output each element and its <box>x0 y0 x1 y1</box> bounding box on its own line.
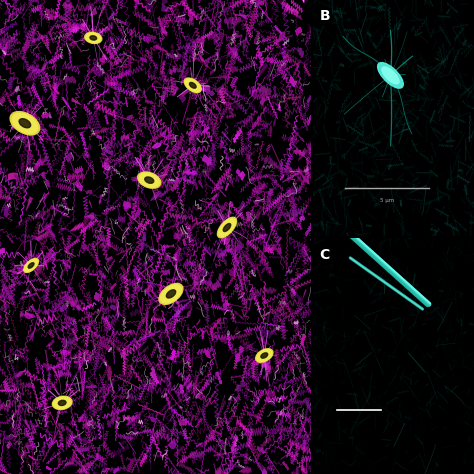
Ellipse shape <box>223 224 231 231</box>
Ellipse shape <box>19 118 31 128</box>
Ellipse shape <box>261 353 268 358</box>
Ellipse shape <box>255 349 273 362</box>
Ellipse shape <box>218 217 237 238</box>
Ellipse shape <box>58 401 66 405</box>
Text: C: C <box>320 248 330 262</box>
Ellipse shape <box>25 259 37 272</box>
Ellipse shape <box>185 79 200 91</box>
Ellipse shape <box>159 283 183 304</box>
Ellipse shape <box>138 172 161 188</box>
Ellipse shape <box>161 285 182 303</box>
Text: B: B <box>320 9 330 23</box>
Ellipse shape <box>24 258 38 273</box>
Ellipse shape <box>28 263 34 268</box>
Ellipse shape <box>190 82 196 88</box>
Ellipse shape <box>257 350 272 361</box>
Ellipse shape <box>378 63 403 88</box>
Ellipse shape <box>54 397 71 409</box>
Ellipse shape <box>90 36 97 40</box>
Ellipse shape <box>166 290 176 298</box>
Ellipse shape <box>139 173 159 187</box>
Ellipse shape <box>12 113 38 133</box>
Text: 5 μm: 5 μm <box>380 198 394 203</box>
Ellipse shape <box>145 177 154 183</box>
Ellipse shape <box>85 32 102 44</box>
Ellipse shape <box>219 219 235 237</box>
Ellipse shape <box>86 33 100 43</box>
Ellipse shape <box>382 67 399 84</box>
Ellipse shape <box>184 78 201 92</box>
Ellipse shape <box>53 396 72 410</box>
Ellipse shape <box>10 111 40 135</box>
